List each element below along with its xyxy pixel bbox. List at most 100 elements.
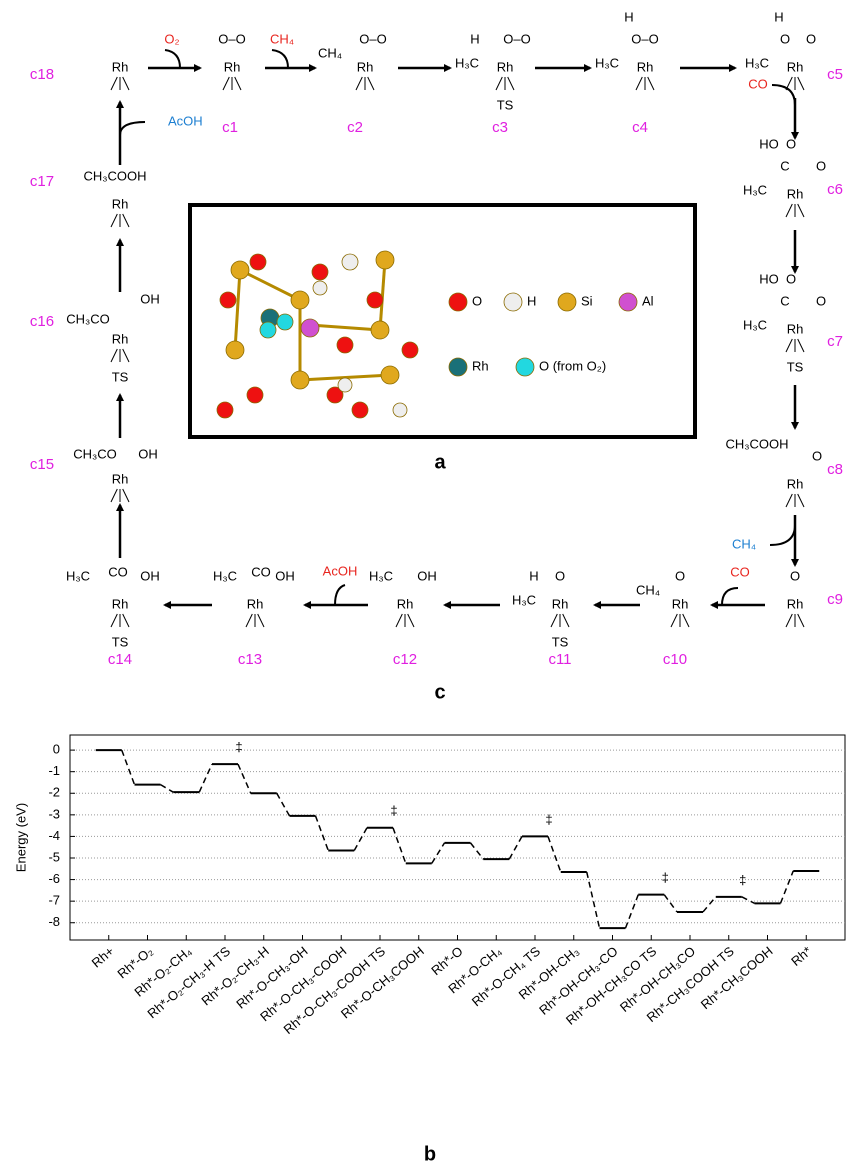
structure-text: OH <box>140 291 160 306</box>
reagent: CO <box>730 564 750 579</box>
ts-marker: ‡ <box>235 740 242 755</box>
ligand-bond <box>111 77 117 90</box>
structure-text: O <box>816 293 826 308</box>
structure-text: O <box>812 448 822 463</box>
structure-text: Rh <box>787 59 804 74</box>
structure-text: O <box>816 158 826 173</box>
node-label: c10 <box>663 651 687 668</box>
ligand-bond <box>223 77 229 90</box>
y-tick-label: -2 <box>48 785 60 800</box>
reagent: AcOH <box>168 113 203 128</box>
structure-text: H₃C <box>743 182 767 197</box>
legend-label: H <box>527 293 536 308</box>
structure-text: Rh <box>112 596 129 611</box>
connector <box>509 836 522 859</box>
node-label: c17 <box>30 173 54 190</box>
structure-text: Rh <box>397 596 414 611</box>
ligand-bond <box>396 614 402 627</box>
structure-text: Rh <box>672 596 689 611</box>
connector <box>432 843 445 864</box>
structure-text: O <box>786 136 796 151</box>
structure-text: H <box>624 9 633 24</box>
structure-text: Rh <box>787 596 804 611</box>
ligand-bond <box>798 494 804 507</box>
connector <box>664 895 677 912</box>
structure-text: O‒O <box>631 31 658 46</box>
y-tick-label: 0 <box>53 742 60 757</box>
structure-text: Rh <box>112 331 129 346</box>
ligand-bond <box>786 77 792 90</box>
reagent: CH₄ <box>732 536 756 551</box>
ligand-bond <box>111 614 117 627</box>
ligand-bond <box>636 77 642 90</box>
structure-text: H₃C <box>743 317 767 332</box>
structure-text: Rh <box>247 596 264 611</box>
structure-text: Rh <box>112 471 129 486</box>
structure-text: CH₃CO <box>66 311 110 326</box>
ligand-bond <box>786 204 792 217</box>
legend-label: Al <box>642 293 654 308</box>
structure-text: H₃C <box>595 55 619 70</box>
ligand-bond <box>798 77 804 90</box>
ligand-bond <box>356 77 362 90</box>
structure-text: O‒O <box>218 31 245 46</box>
connector <box>703 897 716 912</box>
ts-marker: ‡ <box>545 812 552 827</box>
ligand-bond <box>123 614 129 627</box>
reagent: AcOH <box>323 563 358 578</box>
ligand-bond <box>123 349 129 362</box>
structure-text: O <box>780 31 790 46</box>
legend-label: Si <box>581 293 593 308</box>
legend-label: Rh <box>472 358 489 373</box>
connector <box>238 764 251 793</box>
structure-text: Rh <box>357 59 374 74</box>
ligand-bond <box>235 77 241 90</box>
structure-text: HO <box>759 136 779 151</box>
ligand-bond <box>408 614 414 627</box>
panel-label: c <box>434 681 445 703</box>
structure-text: CO <box>251 564 271 579</box>
ligand-bond <box>123 489 129 502</box>
ligand-bond <box>786 494 792 507</box>
structure-text: OH <box>138 446 158 461</box>
connector <box>354 828 367 851</box>
structure-text: CH₄ <box>636 582 660 597</box>
legend-label: O <box>472 293 482 308</box>
ligand-bond <box>671 614 677 627</box>
reagent: CO <box>748 76 768 91</box>
connector <box>161 785 174 793</box>
node-label: c14 <box>108 651 132 668</box>
structure-text: OH <box>417 568 437 583</box>
structure-text: O <box>786 271 796 286</box>
connector <box>471 843 484 859</box>
ligand-bond <box>123 214 129 227</box>
node-label: c8 <box>827 461 843 478</box>
structure-text: H₃C <box>66 568 90 583</box>
structure-text: OH <box>275 568 295 583</box>
structure-text: O <box>790 568 800 583</box>
structure-text: Rh <box>112 196 129 211</box>
connector <box>781 871 794 903</box>
connector <box>122 750 135 785</box>
node-label: c15 <box>30 456 54 473</box>
structure-text: Rh <box>112 59 129 74</box>
structure-text: H <box>470 31 479 46</box>
y-tick-label: -6 <box>48 871 60 886</box>
ligand-bond <box>683 614 689 627</box>
reagent: O₂ <box>164 31 179 46</box>
y-tick-label: -3 <box>48 806 60 821</box>
structure-text: TS <box>112 369 129 384</box>
node-label: c7 <box>827 333 843 350</box>
inset <box>190 205 695 437</box>
panel-label: a <box>434 451 446 473</box>
structure-text: TS <box>112 634 129 649</box>
ligand-bond <box>111 214 117 227</box>
node-label: c16 <box>30 313 54 330</box>
y-tick-label: -5 <box>48 849 60 864</box>
structure-text: O‒O <box>503 31 530 46</box>
structure-text: H <box>774 9 783 24</box>
node-label: c11 <box>548 651 571 668</box>
structure-text: O <box>806 31 816 46</box>
structure-text: TS <box>787 359 804 374</box>
connector <box>277 793 290 816</box>
